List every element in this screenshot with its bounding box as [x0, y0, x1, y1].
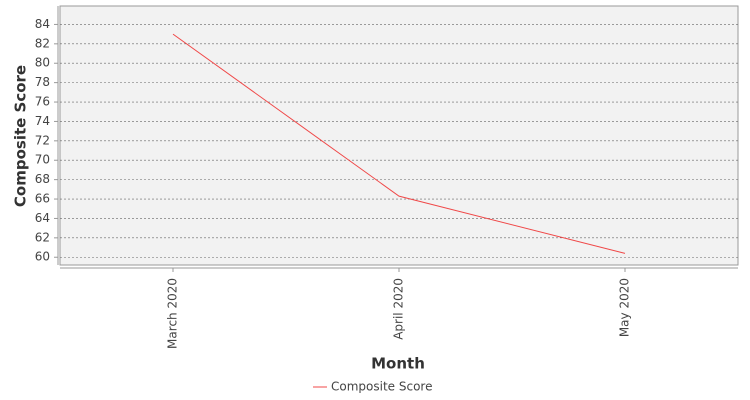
plot-area — [59, 5, 739, 266]
x-axis-title: Month — [371, 355, 425, 373]
y-tick-label: 60 — [35, 250, 50, 264]
y-tick-label: 82 — [35, 36, 50, 50]
y-tick-label: 72 — [35, 133, 50, 147]
y-tick-label: 84 — [35, 17, 50, 31]
legend-label: Composite Score — [331, 380, 432, 394]
x-tick-label: April 2020 — [392, 278, 406, 340]
x-tick-label: March 2020 — [166, 278, 180, 349]
y-tick-label: 62 — [35, 230, 50, 244]
y-tick-label: 70 — [35, 153, 50, 167]
y-axis-title: Composite Score — [12, 65, 30, 207]
y-tick-label: 80 — [35, 56, 50, 70]
x-tick-label: May 2020 — [618, 278, 632, 337]
y-tick-label: 68 — [35, 172, 50, 186]
y-tick-label: 76 — [35, 95, 50, 109]
y-tick-label: 74 — [35, 114, 50, 128]
y-tick-label: 64 — [35, 211, 50, 225]
data-line — [172, 33, 626, 254]
y-tick-label: 66 — [35, 192, 50, 206]
y-tick-label: 78 — [35, 75, 50, 89]
